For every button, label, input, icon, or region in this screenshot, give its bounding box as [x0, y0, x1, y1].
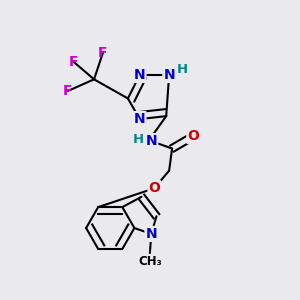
- Text: F: F: [63, 84, 72, 98]
- Text: F: F: [98, 46, 108, 60]
- Text: H: H: [133, 133, 144, 146]
- Text: H: H: [177, 62, 188, 76]
- Text: F: F: [69, 55, 78, 69]
- Text: CH₃: CH₃: [138, 254, 162, 268]
- Text: N: N: [134, 68, 146, 82]
- Text: O: O: [148, 181, 160, 195]
- Text: N: N: [146, 227, 157, 241]
- Text: N: N: [163, 68, 175, 82]
- Text: N: N: [146, 134, 157, 148]
- Text: O: O: [187, 129, 199, 143]
- Text: N: N: [134, 112, 146, 126]
